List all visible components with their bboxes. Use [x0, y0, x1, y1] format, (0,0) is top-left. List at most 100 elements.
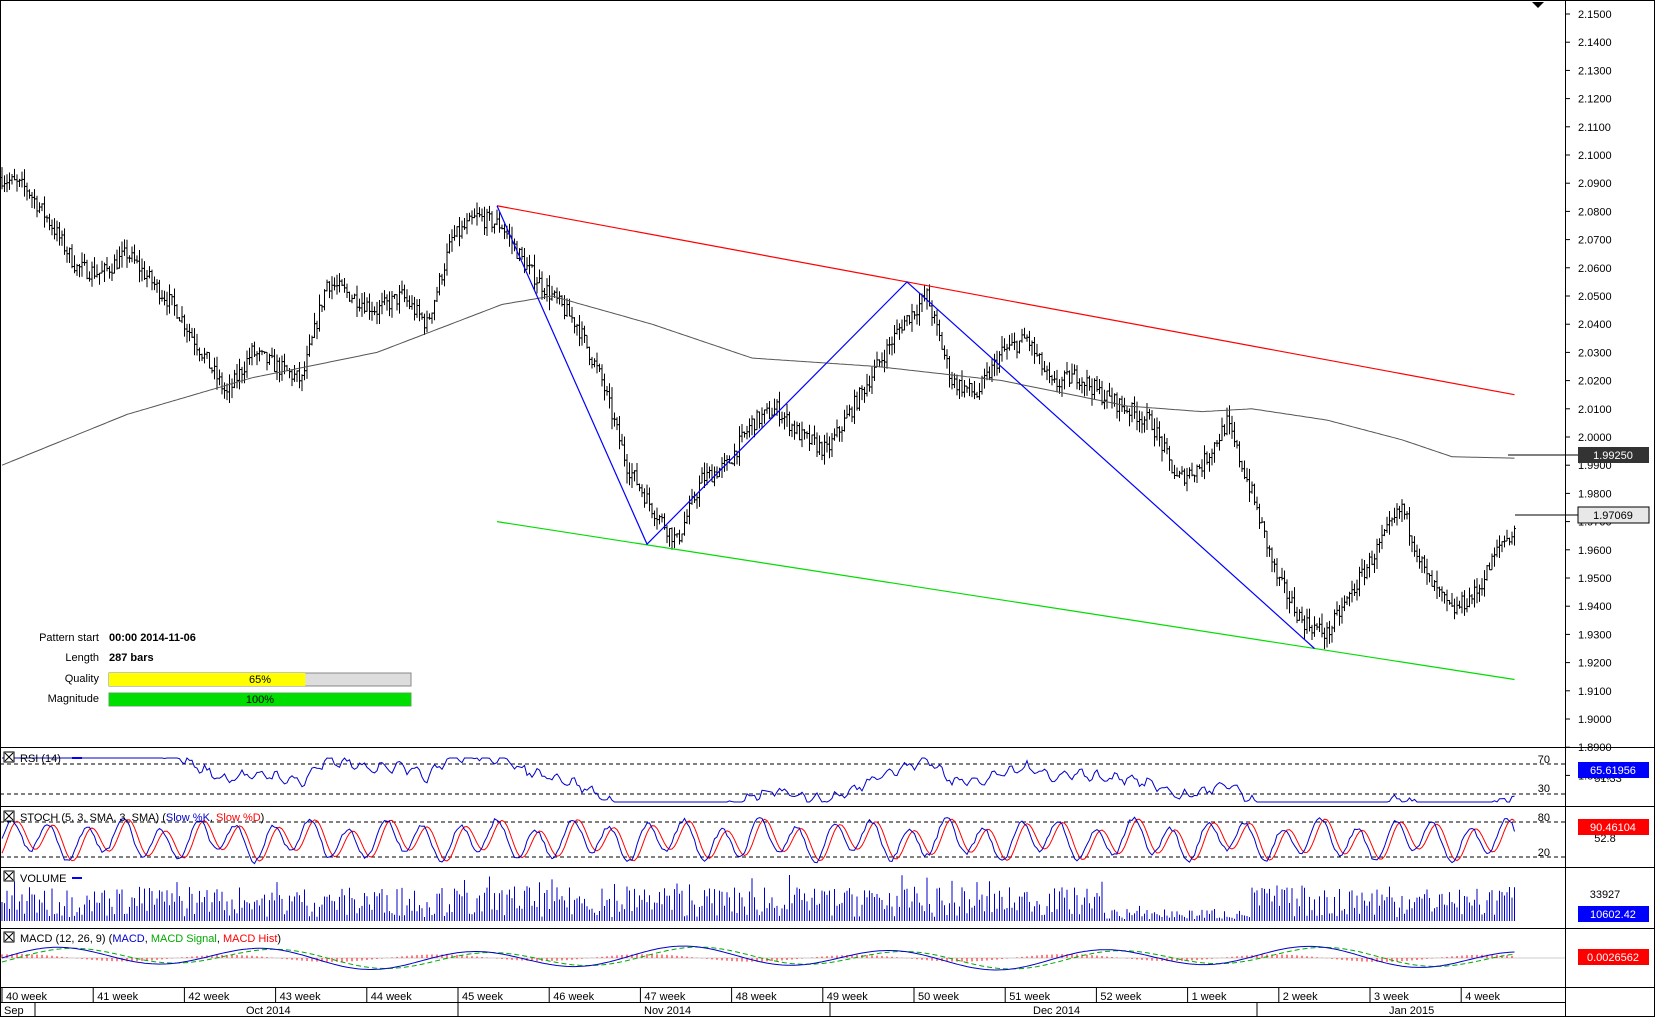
price-tick-label: 1.9900 [1578, 460, 1612, 472]
quality-value: 65% [249, 674, 271, 686]
price-tick-label: 2.0000 [1578, 432, 1612, 444]
rsi-level-70: 70 [1538, 754, 1550, 766]
stoch-title-sep: , [210, 812, 216, 824]
week-label: 3 week [1374, 991, 1409, 1003]
ma-value-box [1578, 447, 1649, 463]
macd-title-prefix: MACD (12, 26, 9) ( [20, 933, 113, 945]
stoch-secondary-value: 52.8 [1594, 833, 1615, 845]
week-label: 47 week [644, 991, 685, 1003]
price-tick-label: 1.9600 [1578, 545, 1612, 557]
price-tick-label: 1.9200 [1578, 658, 1612, 670]
pattern-start-label: Pattern start [39, 632, 99, 644]
price-tick-label: 2.0800 [1578, 206, 1612, 218]
magnitude-label: Magnitude [48, 693, 99, 705]
stoch-k-label: Slow %K [166, 812, 211, 824]
price-tick-label: 2.0100 [1578, 404, 1612, 416]
week-label: 4 week [1465, 991, 1500, 1003]
volume-value-box [1578, 906, 1649, 922]
stoch-title-suffix: ) [261, 812, 265, 824]
month-label: Dec 2014 [1033, 1005, 1080, 1017]
quality-fill [109, 673, 306, 686]
current-price-value: 1.97069 [1593, 510, 1633, 522]
pattern-zigzag-line [496, 205, 1315, 649]
week-label: 45 week [462, 991, 503, 1003]
price-tick-label: 2.1100 [1578, 122, 1611, 134]
channel-upper-line [496, 205, 1515, 396]
rsi-line [2, 757, 1515, 803]
macd-value: 0.0026562 [1587, 952, 1639, 964]
pattern-start-value: 00:00 2014-11-06 [109, 632, 196, 644]
stoch-close-icon-cross [4, 811, 14, 821]
time-axis: 40 week 41 week 42 week 43 week 44 week 45 we… [0, 987, 1565, 1017]
macd-signal-line [1, 946, 1515, 970]
price-tick-label: 1.9100 [1578, 686, 1612, 698]
month-label: Oct 2014 [246, 1005, 291, 1017]
price-tick-label: 1.9500 [1578, 573, 1612, 585]
price-tick-label: 2.0600 [1578, 263, 1612, 275]
macd-close-icon-cross [4, 932, 14, 942]
week-label: 41 week [97, 991, 138, 1003]
price-tick-label: 1.9000 [1578, 714, 1612, 726]
volume-title: VOLUME [20, 873, 66, 885]
quality-label: Quality [65, 673, 100, 685]
month-label: Jan 2015 [1389, 1005, 1434, 1017]
macd-title: MACD (12, 26, 9) (MACD, MACD Signal, MAC… [20, 933, 281, 945]
price-tick-label: 2.0200 [1578, 376, 1612, 388]
macd-title-sep2: , [217, 933, 223, 945]
macd-title-sep1: , [145, 933, 151, 945]
price-tick-label: 2.0300 [1578, 347, 1612, 359]
price-tick-label: 1.9800 [1578, 488, 1612, 500]
macd-panel: MACD (12, 26, 9) (MACD, MACD Signal, MAC… [0, 931, 1649, 971]
week-label: 51 week [1009, 991, 1050, 1003]
moving-average-line [1, 295, 1515, 466]
week-label: 40 week [6, 991, 47, 1003]
magnitude-fill [109, 693, 411, 706]
ohlc-bars [0, 167, 1516, 650]
week-label: 49 week [827, 991, 868, 1003]
macd-hist-label: MACD Hist [223, 933, 277, 945]
rsi-level-30: 30 [1538, 783, 1550, 795]
week-label: 50 week [918, 991, 959, 1003]
price-tick-label: 2.1000 [1578, 150, 1612, 162]
month-label: Sep [4, 1005, 24, 1017]
month-label: Nov 2014 [644, 1005, 691, 1017]
week-label: 1 week [1192, 991, 1227, 1003]
week-label: 2 week [1283, 991, 1318, 1003]
week-label: 52 week [1100, 991, 1141, 1003]
rsi-title: RSI (14) [20, 753, 61, 765]
week-label: 42 week [188, 991, 229, 1003]
volume-panel: VOLUME 33927 10602.42 [1, 870, 1649, 922]
macd-label: MACD [112, 933, 144, 945]
volume-value: 10602.42 [1590, 909, 1636, 921]
stoch-value-box [1578, 819, 1649, 835]
price-tick-label: 1.9400 [1578, 601, 1612, 613]
price-tick-label: 2.0500 [1578, 291, 1612, 303]
pattern-info: Pattern start 00:00 2014-11-06 Length 28… [39, 632, 412, 707]
price-tick-label: 1.9300 [1578, 629, 1612, 641]
stoch-value: 90.46104 [1590, 822, 1636, 834]
macd-signal-label: MACD Signal [151, 933, 217, 945]
week-label: 44 week [371, 991, 412, 1003]
dropdown-arrow-icon[interactable] [1532, 2, 1544, 8]
ma-value: 1.99250 [1593, 450, 1633, 462]
week-label: 46 week [553, 991, 594, 1003]
stoch-level-80: 80 [1538, 812, 1550, 824]
length-value: 287 bars [109, 652, 154, 664]
price-tick-label: 1.8900 [1578, 742, 1612, 754]
macd-title-suffix: ) [277, 933, 281, 945]
macd-line [1, 945, 1515, 971]
price-axis: 2.1500 2.1400 2.1300 2.1200 2.1100 2.1000 2.09… [1565, 9, 1612, 782]
stoch-title-prefix: STOCH (5, 3, SMA, 3, SMA) ( [20, 812, 166, 824]
price-tick-label: 2.0400 [1578, 319, 1612, 331]
stoch-d-label: Slow %D [216, 812, 261, 824]
week-label: 43 week [280, 991, 321, 1003]
price-tick-label: 2.1300 [1578, 65, 1612, 77]
stoch-slow-d-line [1, 818, 1515, 862]
price-tick-label: 2.1500 [1578, 9, 1612, 21]
volume-bars [1, 874, 1515, 921]
stoch-level-20: 20 [1538, 847, 1550, 859]
stoch-slow-k-line [1, 816, 1515, 865]
stoch-title: STOCH (5, 3, SMA, 3, SMA) (Slow %K, Slow… [20, 812, 264, 824]
